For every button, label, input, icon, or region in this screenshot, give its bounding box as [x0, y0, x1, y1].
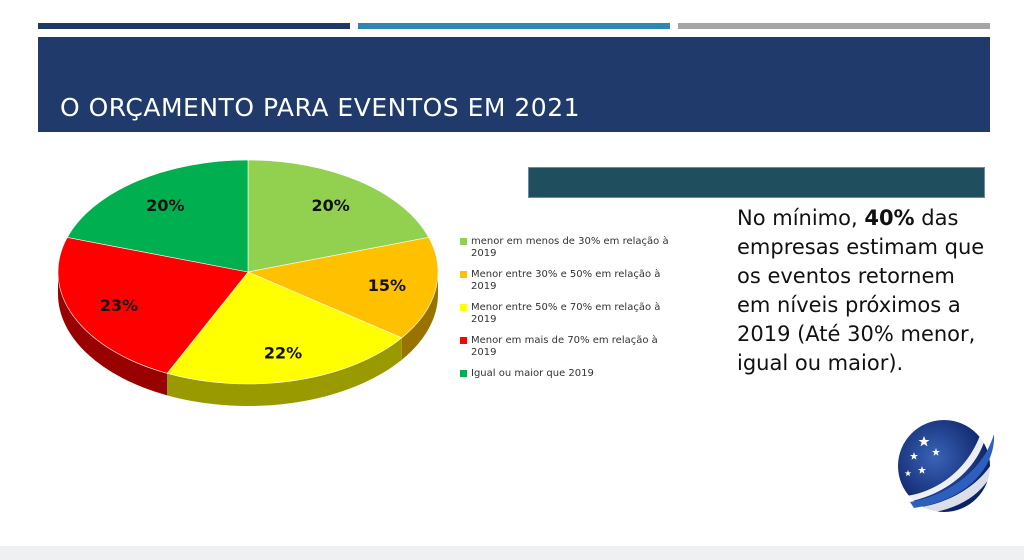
header-accent-bar-gray: [678, 23, 990, 29]
summary-text: No mínimo, 40% das empresas estimam que …: [737, 204, 987, 378]
globe-logo-icon: [898, 412, 998, 514]
legend-swatch: [460, 370, 467, 377]
legend-label: Menor em mais de 70% em relação à 2019: [471, 335, 658, 358]
slide: O ORÇAMENTO PARA EVENTOS EM 2021 20% 15% 2…: [0, 0, 1024, 546]
summary-text-part1: No mínimo,: [737, 206, 865, 230]
pie-label-4: 20%: [146, 196, 184, 215]
pie-slice-side-3: [57, 272, 168, 396]
pie-slice-side-1: [401, 272, 438, 360]
legend-label: Menor entre 50% e 70% em relação à 2019: [471, 302, 661, 325]
legend-swatch: [460, 271, 467, 278]
pie-label-1: 15%: [368, 276, 406, 295]
legend-label: menor em menos de 30% em relação à 2019: [471, 236, 669, 259]
legend-item: Menor entre 50% e 70% em relação à 2019: [460, 302, 680, 326]
legend-label: Igual ou maior que 2019: [471, 368, 594, 379]
legend-label: Menor entre 30% e 50% em relação à 2019: [471, 269, 661, 292]
pie-label-2: 22%: [264, 343, 302, 362]
pie-chart: 20% 15% 22% 23% 20%: [57, 159, 439, 406]
slide-title: O ORÇAMENTO PARA EVENTOS EM 2021: [60, 93, 581, 122]
pie-slice-3: [57, 237, 249, 374]
legend-swatch: [460, 304, 467, 311]
title-band: O ORÇAMENTO PARA EVENTOS EM 2021: [38, 37, 990, 132]
pie-slice-1: [246, 237, 439, 339]
summary-text-part2: das empresas estimam que os eventos reto…: [737, 206, 985, 375]
legend-item: menor em menos de 30% em relação à 2019: [460, 236, 680, 260]
pie-slice-4: [66, 159, 249, 273]
header-accent-bar-navy: [38, 23, 350, 29]
header-accent-bar-blue: [358, 23, 670, 29]
subtitle-bar: [528, 167, 985, 198]
legend-item: Menor em mais de 70% em relação à 2019: [460, 335, 680, 359]
legend-item: Igual ou maior que 2019: [460, 368, 680, 380]
pie-label-0: 20%: [311, 196, 349, 215]
chart-legend: menor em menos de 30% em relação à 2019 M…: [460, 236, 680, 389]
pie-label-3: 23%: [100, 296, 138, 315]
pie-slice-0: [247, 159, 430, 273]
legend-swatch: [460, 337, 467, 344]
legend-swatch: [460, 238, 467, 245]
summary-highlight: 40%: [864, 206, 915, 230]
legend-item: Menor entre 30% e 50% em relação à 2019: [460, 269, 680, 293]
pie-slice-side-2: [167, 337, 402, 406]
